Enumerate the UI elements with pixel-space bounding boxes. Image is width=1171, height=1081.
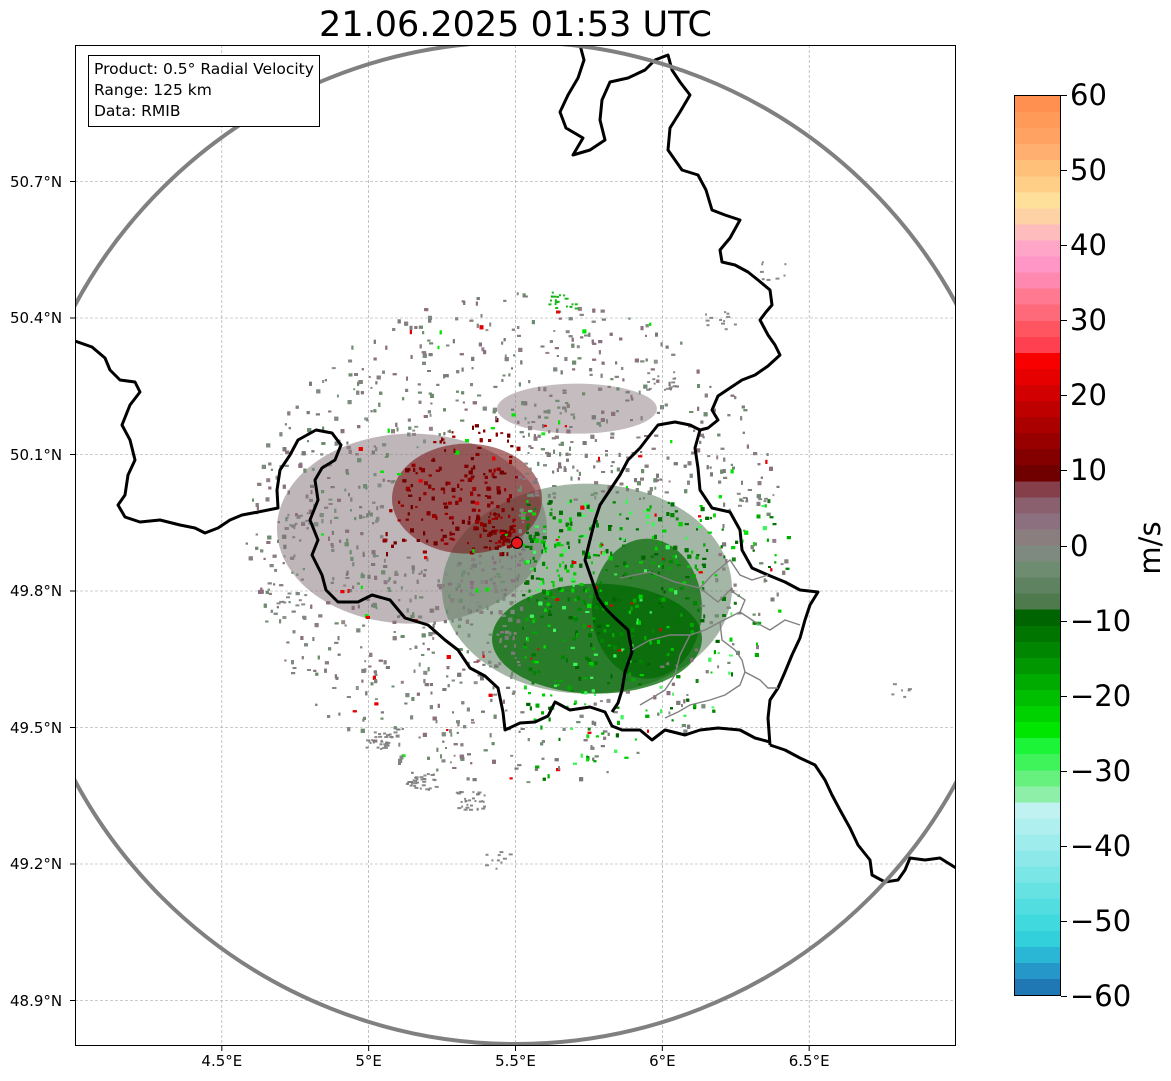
product-label: Product: 0.5° Radial Velocity xyxy=(94,60,314,78)
belgium-luxembourg-germany-border xyxy=(558,45,782,713)
colorbar-tick-label: −20 xyxy=(1070,678,1132,713)
radar-range-ring xyxy=(75,45,956,1046)
colorbar-tick xyxy=(1061,996,1067,997)
colorbar-tick-label: −30 xyxy=(1070,753,1132,788)
colorbar-tick-label: 40 xyxy=(1070,228,1107,263)
map-title: 21.06.2025 01:53 UTC xyxy=(319,5,712,45)
colorbar-tick-label: 60 xyxy=(1070,78,1107,112)
lat-tick-label: 49.8°N xyxy=(10,582,63,600)
lon-tick-label: 5.5°E xyxy=(495,1052,536,1070)
belgium-france-border xyxy=(75,339,771,744)
colorbar-tick xyxy=(1061,170,1067,172)
luxembourg-germany-border xyxy=(693,429,820,746)
velocity-colorbar xyxy=(1014,95,1061,996)
colorbar-tick-label: −10 xyxy=(1070,603,1132,638)
colorbar-tick xyxy=(1061,620,1067,622)
map-frame xyxy=(75,45,956,1046)
colorbar-tick-label: 30 xyxy=(1070,303,1107,338)
france-germany-border xyxy=(769,743,956,884)
colorbar-tick-label: −50 xyxy=(1070,903,1132,938)
lat-tick-label: 50.1°N xyxy=(10,445,63,464)
province-borders xyxy=(619,558,801,719)
colorbar-tick xyxy=(1061,920,1067,922)
lon-tick-label: 6°E xyxy=(649,1052,676,1070)
lat-tick-label: 50.7°N xyxy=(10,172,63,191)
colorbar-tick xyxy=(1061,395,1067,397)
colorbar-tick-label: −40 xyxy=(1070,828,1132,863)
product-info-box: Product: 0.5° Radial Velocity Range: 125… xyxy=(88,55,320,127)
colorbar-tick xyxy=(1061,845,1067,847)
radar-site-marker xyxy=(511,537,523,549)
colorbar-unit-label: m/s xyxy=(1133,521,1167,575)
radar-echoes xyxy=(245,261,912,870)
country-borders xyxy=(75,45,956,884)
colorbar-tick xyxy=(1061,695,1067,697)
colorbar-tick xyxy=(1061,245,1067,247)
colorbar-tick-label: 0 xyxy=(1070,528,1089,563)
data-source-label: Data: RMIB xyxy=(94,102,181,120)
colorbar-tick xyxy=(1061,470,1067,472)
colorbar-tick-label: 50 xyxy=(1070,153,1107,188)
axis-ticks xyxy=(70,181,810,1051)
lon-tick-label: 6.5°E xyxy=(788,1052,830,1070)
colorbar-tick xyxy=(1061,95,1067,96)
colorbar-tick-label: 10 xyxy=(1070,453,1107,488)
lat-tick-label: 50.4°N xyxy=(10,309,63,327)
lat-tick-label: 49.2°N xyxy=(10,855,63,873)
colorbar-tick-label: −60 xyxy=(1070,979,1132,1013)
lon-tick-label: 4.5°E xyxy=(201,1052,243,1070)
colorbar-tick-label: 20 xyxy=(1070,378,1107,413)
lat-tick-label: 48.9°N xyxy=(10,991,63,1010)
range-label: Range: 125 km xyxy=(94,81,212,99)
colorbar-tick xyxy=(1061,770,1067,772)
colorbar-tick xyxy=(1061,320,1067,322)
colorbar-tick xyxy=(1061,545,1067,547)
lat-tick-label: 49.5°N xyxy=(10,718,63,737)
lon-tick-label: 5°E xyxy=(355,1052,382,1070)
